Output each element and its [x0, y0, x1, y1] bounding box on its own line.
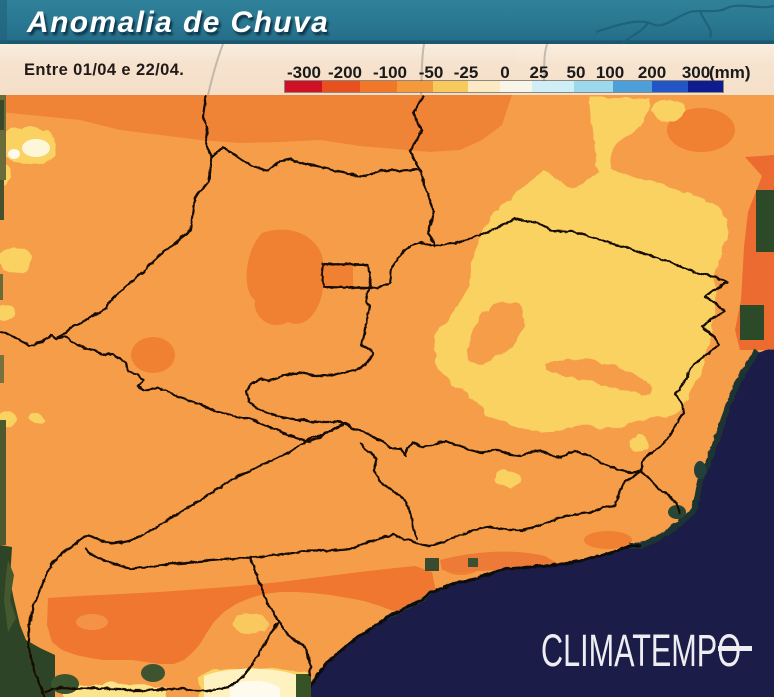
svg-text:CLIMATEMPO: CLIMATEMPO: [541, 626, 741, 676]
